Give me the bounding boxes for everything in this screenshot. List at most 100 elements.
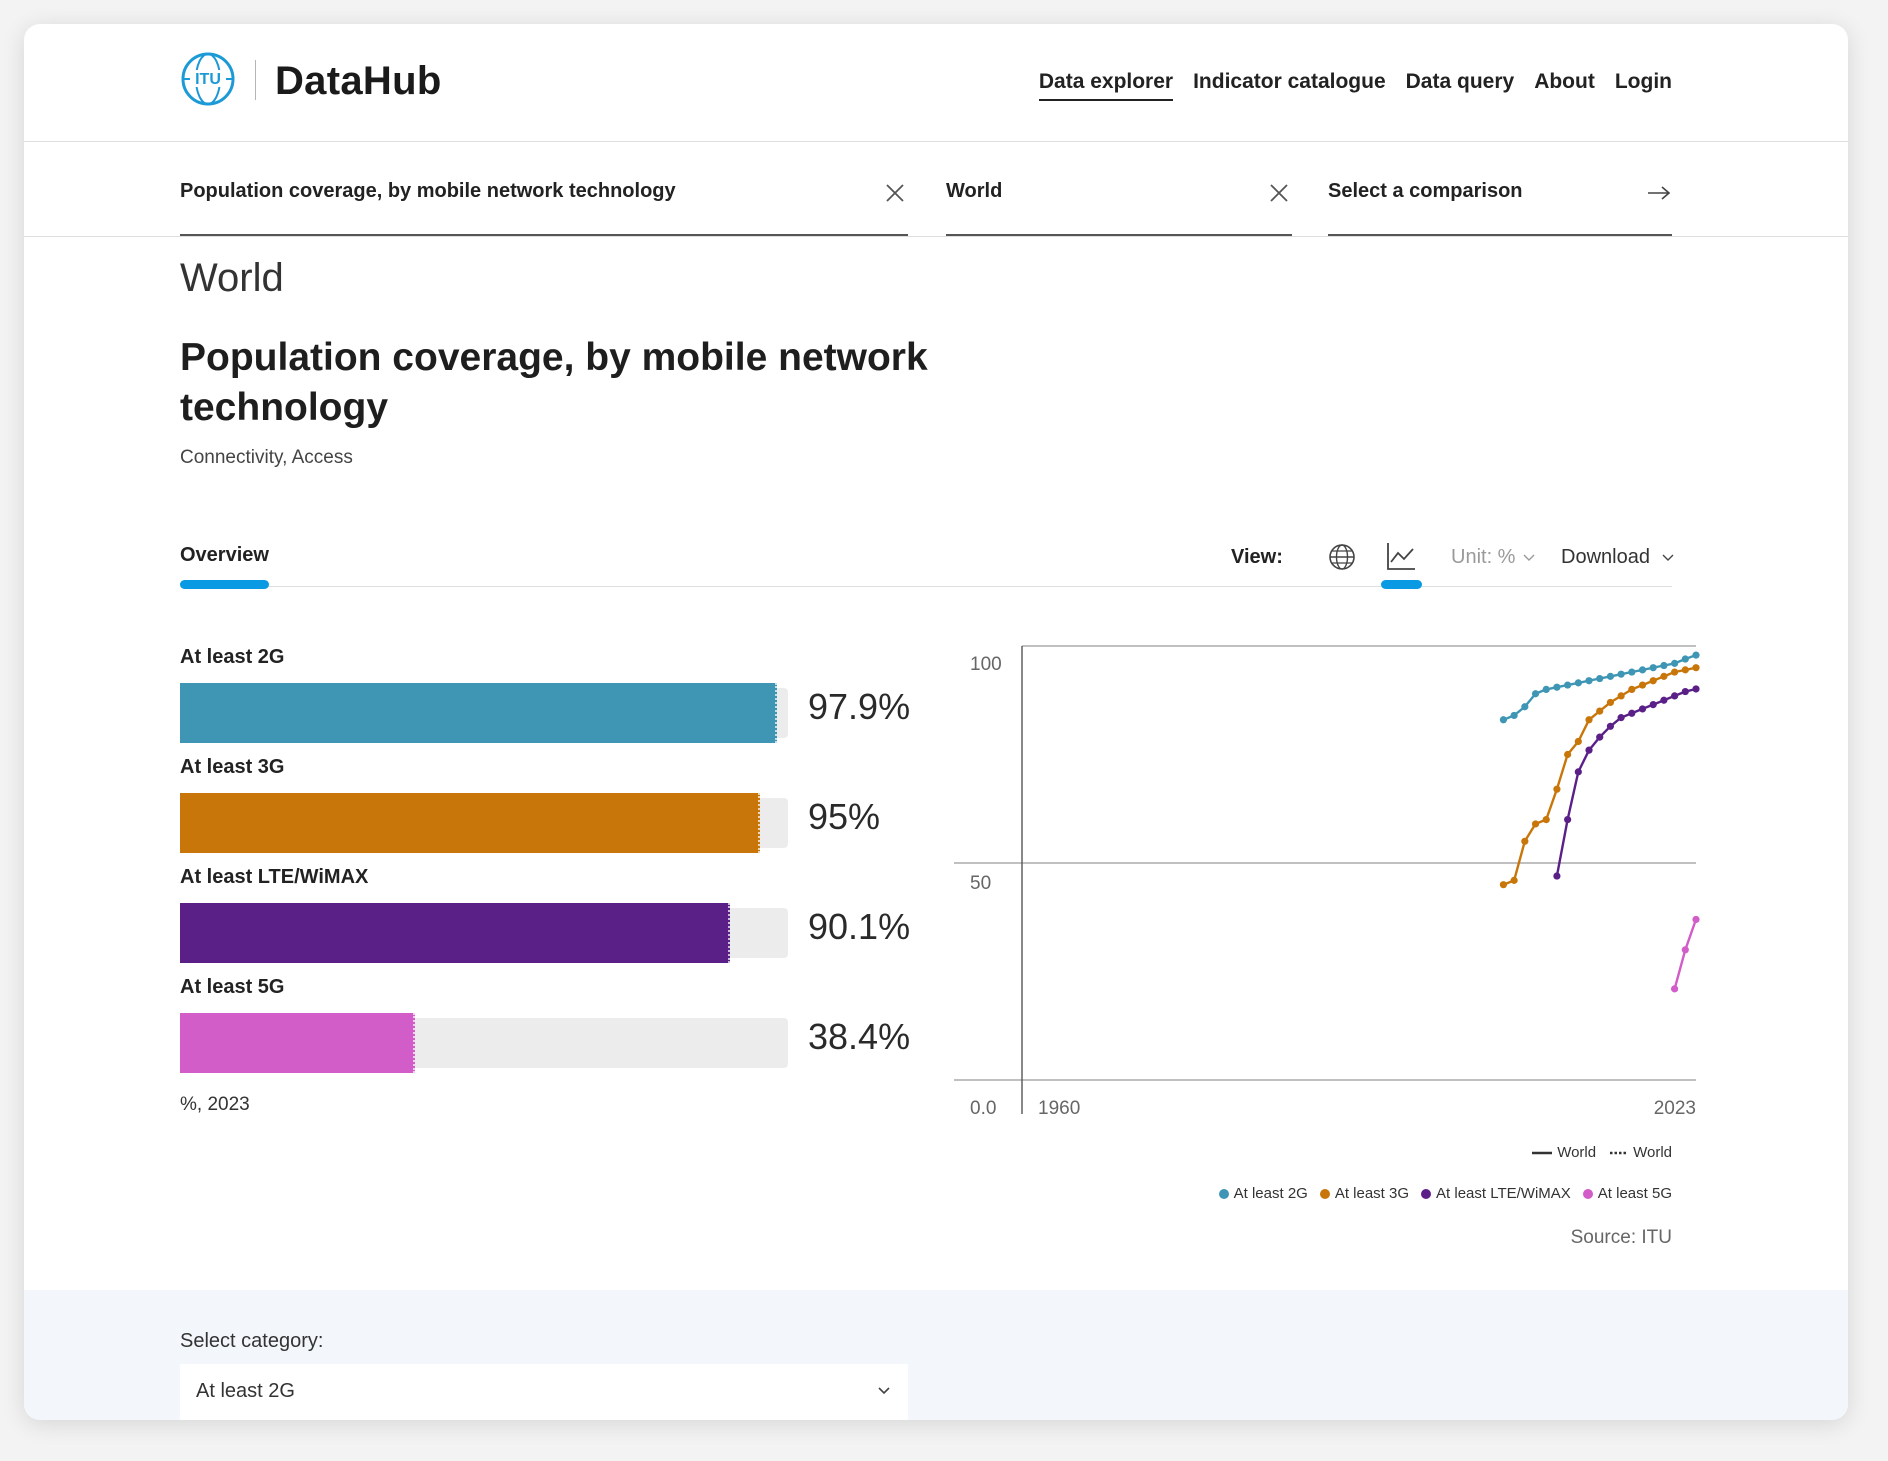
indicator-filter-value: Population coverage, by mobile network t… — [180, 180, 676, 202]
data-point — [1671, 668, 1679, 676]
tab-active-indicator — [180, 580, 269, 589]
legend-item-5g[interactable]: At least 5G — [1582, 1185, 1672, 1202]
data-point — [1617, 670, 1625, 678]
data-point — [1564, 750, 1572, 759]
nav-data-query[interactable]: Data query — [1405, 70, 1515, 93]
data-point — [1681, 666, 1689, 674]
comparison-filter[interactable]: Select a comparison — [1328, 180, 1672, 236]
chart-series — [1499, 651, 1700, 993]
data-point — [1649, 664, 1657, 672]
line-chart-icon[interactable] — [1385, 540, 1417, 572]
nav-indicator-catalogue[interactable]: Indicator catalogue — [1193, 70, 1386, 93]
data-point — [1564, 681, 1572, 689]
bar-label: At least 3G — [180, 756, 285, 778]
legend-dotted-label: World — [1633, 1144, 1672, 1161]
data-point — [1649, 677, 1657, 685]
bar-label: At least 2G — [180, 646, 285, 668]
data-point — [1510, 876, 1518, 884]
bar-track — [180, 683, 788, 743]
data-point — [1681, 946, 1689, 954]
economy-filter-value: World — [946, 180, 1003, 202]
chart-source: Source: ITU — [1570, 1227, 1672, 1248]
chevron-down-icon — [1523, 554, 1535, 561]
bar-row-2g: At least 2G 97.9% — [180, 646, 930, 756]
bar-fill — [180, 1013, 416, 1073]
legend-label: At least LTE/WiMAX — [1436, 1185, 1571, 1202]
nav-data-explorer[interactable]: Data explorer — [1038, 70, 1174, 101]
legend-label: At least 5G — [1597, 1185, 1672, 1202]
nav-login[interactable]: Login — [1614, 70, 1672, 93]
line-chart: 0.0 50 100 1960 2023 — [954, 645, 1700, 1119]
logo-divider — [255, 60, 256, 100]
download-dropdown[interactable]: Download — [1561, 546, 1674, 569]
arrow-right-icon[interactable] — [1646, 180, 1672, 206]
data-point — [1692, 664, 1700, 672]
data-point — [1628, 668, 1636, 676]
data-point — [1681, 687, 1689, 696]
legend-item-3g[interactable]: At least 3G — [1319, 1185, 1409, 1202]
economy-filter[interactable]: World — [946, 180, 1292, 236]
brand-name[interactable]: DataHub — [275, 59, 442, 103]
data-point — [1617, 692, 1625, 700]
close-icon[interactable] — [882, 180, 908, 206]
data-point — [1499, 881, 1508, 889]
comparison-filter-placeholder: Select a comparison — [1328, 180, 1523, 202]
itu-logo-text: ITU — [195, 71, 221, 88]
legend-dot — [1218, 1188, 1229, 1199]
main-nav: Data explorer Indicator catalogue Data q… — [1038, 70, 1672, 101]
close-icon[interactable] — [1266, 180, 1292, 206]
itu-logo[interactable]: ITU — [180, 51, 236, 107]
category-panel: Select category: At least 2G — [24, 1290, 1848, 1420]
data-point — [1574, 768, 1582, 776]
legend-dot — [1582, 1188, 1593, 1199]
data-point — [1617, 714, 1625, 722]
globe-icon[interactable] — [1327, 542, 1357, 572]
bar-row-3g: At least 3G 95% — [180, 756, 930, 866]
data-point — [1510, 711, 1518, 720]
legend-item-lte[interactable]: At least LTE/WiMAX — [1421, 1185, 1571, 1202]
bar-value: 95% — [808, 796, 881, 837]
unit-dropdown[interactable]: Unit: % — [1451, 546, 1535, 569]
legend-dotted: World — [1610, 1144, 1672, 1161]
data-point — [1638, 705, 1647, 713]
data-point — [1585, 716, 1593, 724]
y-tick-label: 0.0 — [970, 1098, 996, 1119]
bars-footnote: %, 2023 — [180, 1094, 250, 1115]
app-window: ITU DataHub Data explorer Indicator cata… — [24, 24, 1848, 1420]
bar-fill — [180, 903, 730, 963]
data-point — [1585, 746, 1593, 754]
tab-overview[interactable]: Overview — [180, 544, 269, 566]
data-point — [1596, 733, 1604, 741]
top-navbar: ITU DataHub Data explorer Indicator cata… — [24, 24, 1848, 142]
indicator-filter[interactable]: Population coverage, by mobile network t… — [180, 180, 908, 236]
data-point — [1660, 696, 1668, 704]
line-style-legend: World World — [1532, 1144, 1672, 1161]
y-tick-label: 50 — [970, 873, 991, 894]
legend-item-2g[interactable]: At least 2G — [1218, 1185, 1308, 1202]
bar-fill — [180, 683, 778, 743]
data-point — [1671, 692, 1679, 700]
data-point — [1521, 837, 1529, 845]
filter-bar: Population coverage, by mobile network t… — [24, 142, 1848, 237]
bar-value: 38.4% — [808, 1016, 911, 1057]
bar-track — [180, 903, 788, 963]
data-point — [1542, 685, 1550, 693]
data-point — [1542, 816, 1550, 824]
x-tick-label: 2023 — [1654, 1098, 1696, 1119]
chevron-down-icon — [1662, 554, 1674, 561]
data-point — [1596, 707, 1604, 715]
data-point — [1596, 674, 1604, 683]
nav-about[interactable]: About — [1534, 70, 1595, 93]
data-point — [1692, 651, 1700, 659]
unit-label: Unit: % — [1451, 546, 1516, 568]
data-point — [1499, 716, 1508, 724]
view-label: View: — [1231, 546, 1283, 568]
data-point — [1585, 677, 1593, 685]
page-title: Population coverage, by mobile network t… — [180, 336, 928, 429]
series-line — [1673, 919, 1698, 990]
bar-row-5g: At least 5G 38.4% — [180, 976, 930, 1086]
bar-fill — [180, 793, 760, 853]
category-select[interactable]: At least 2G — [180, 1364, 908, 1420]
bar-track — [180, 793, 788, 853]
series-legend: At least 2G At least 3G At least LTE/WiM… — [1218, 1185, 1672, 1202]
